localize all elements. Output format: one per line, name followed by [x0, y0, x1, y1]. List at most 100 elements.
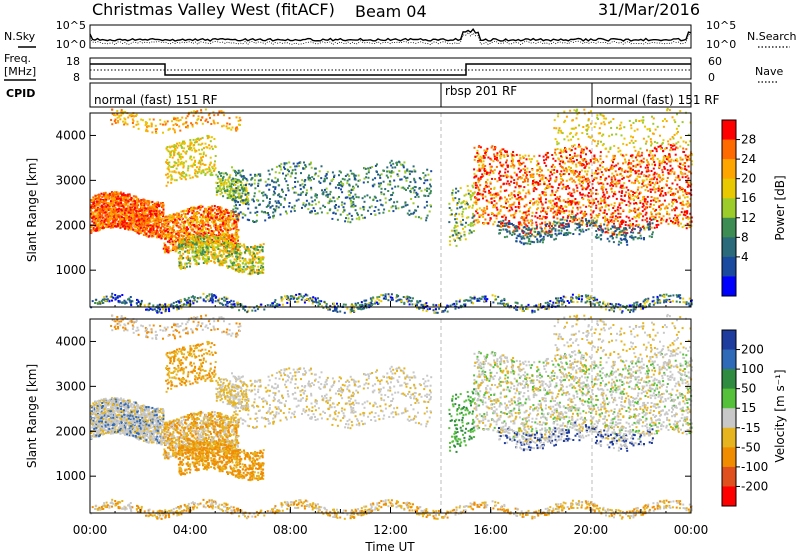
power-cell [185, 213, 187, 215]
power-cell [142, 228, 144, 230]
power-cell [275, 181, 277, 183]
power-cell [426, 201, 428, 203]
power-cell [407, 187, 409, 189]
power-cell [204, 222, 206, 224]
power-cell [91, 217, 93, 219]
power-cell [256, 269, 258, 271]
power-cell [173, 235, 175, 237]
power-cell [194, 246, 196, 248]
power-cell [236, 230, 238, 232]
power-cell [393, 201, 395, 203]
power-cell [247, 208, 249, 210]
power-cell [214, 208, 216, 210]
power-cell [602, 302, 604, 304]
power-cell [201, 143, 203, 145]
power-cell [414, 171, 416, 173]
power-cell [219, 180, 221, 182]
power-cell [286, 302, 288, 304]
power-cell [337, 209, 339, 211]
power-cell [231, 223, 233, 225]
power-cell [340, 171, 342, 173]
power-cell [229, 187, 231, 189]
power-cell [201, 225, 203, 227]
power-cell [184, 221, 186, 223]
power-cell [234, 244, 236, 246]
power-cell [397, 185, 399, 187]
power-cell [175, 233, 177, 235]
power-cell [179, 262, 181, 264]
power-cell [430, 204, 432, 206]
power-cell [167, 231, 169, 233]
power-cell [336, 303, 338, 305]
power-cell [261, 192, 263, 194]
power-cell [200, 205, 202, 207]
power-cell [194, 169, 196, 171]
power-cell [112, 226, 114, 228]
power-cell [179, 230, 181, 232]
power-cell [193, 257, 195, 259]
power-cell [211, 241, 213, 243]
power-cell [413, 202, 415, 204]
power-cell [254, 265, 256, 267]
power-cell [168, 226, 170, 228]
power-cell [183, 172, 185, 174]
power-cell [613, 310, 615, 312]
power-cell [153, 233, 155, 235]
power-cell [326, 177, 328, 179]
power-cell [203, 225, 205, 227]
power-cell [139, 210, 141, 212]
power-cell [259, 175, 261, 177]
power-cell [307, 208, 309, 210]
power-cell [423, 195, 425, 197]
power-cell [364, 217, 366, 219]
power-cell [222, 195, 224, 197]
power-cell [376, 171, 378, 173]
power-cell [201, 149, 203, 151]
power-cell [197, 236, 199, 238]
power-cell [194, 172, 196, 174]
power-cell [219, 216, 221, 218]
power-cell [209, 168, 211, 170]
power-cell [374, 210, 376, 212]
power-cell [500, 300, 502, 302]
power-cell [224, 233, 226, 235]
power-cell [399, 161, 401, 163]
power-cell [182, 247, 184, 249]
power-cell [180, 228, 182, 230]
power-cell [127, 200, 129, 202]
power-cell [194, 219, 196, 221]
power-cell [224, 235, 226, 237]
power-cell [315, 213, 317, 215]
power-cell [353, 198, 355, 200]
power-cell [259, 251, 261, 253]
power-cell [96, 215, 98, 217]
power-cell [375, 214, 377, 216]
power-cell [196, 225, 198, 227]
power-cell [331, 200, 333, 202]
power-cell [224, 212, 226, 214]
power-cell [272, 305, 274, 307]
power-cell [204, 164, 206, 166]
power-cell [389, 171, 391, 173]
power-cell [240, 252, 242, 254]
cpid-segment-2: rbsp 201 RF [445, 84, 517, 98]
power-cell [112, 198, 114, 200]
power-cell [341, 204, 343, 206]
power-cell [406, 300, 408, 302]
power-cell [132, 214, 134, 216]
power-cell [268, 189, 270, 191]
power-cell [389, 162, 391, 164]
power-cell [230, 195, 232, 197]
power-cell [329, 209, 331, 211]
power-cell [302, 191, 304, 193]
power-cell [149, 210, 151, 212]
cpid-row: CPID normal (fast) 151 RF rbsp 201 RF no… [6, 83, 720, 107]
power-cell [105, 224, 107, 226]
power-cell [409, 297, 411, 299]
power-cell [332, 212, 334, 214]
power-cell [238, 170, 240, 172]
power-cell [348, 178, 350, 180]
power-cell [331, 218, 333, 220]
power-cell [314, 210, 316, 212]
power-cell [176, 221, 178, 223]
